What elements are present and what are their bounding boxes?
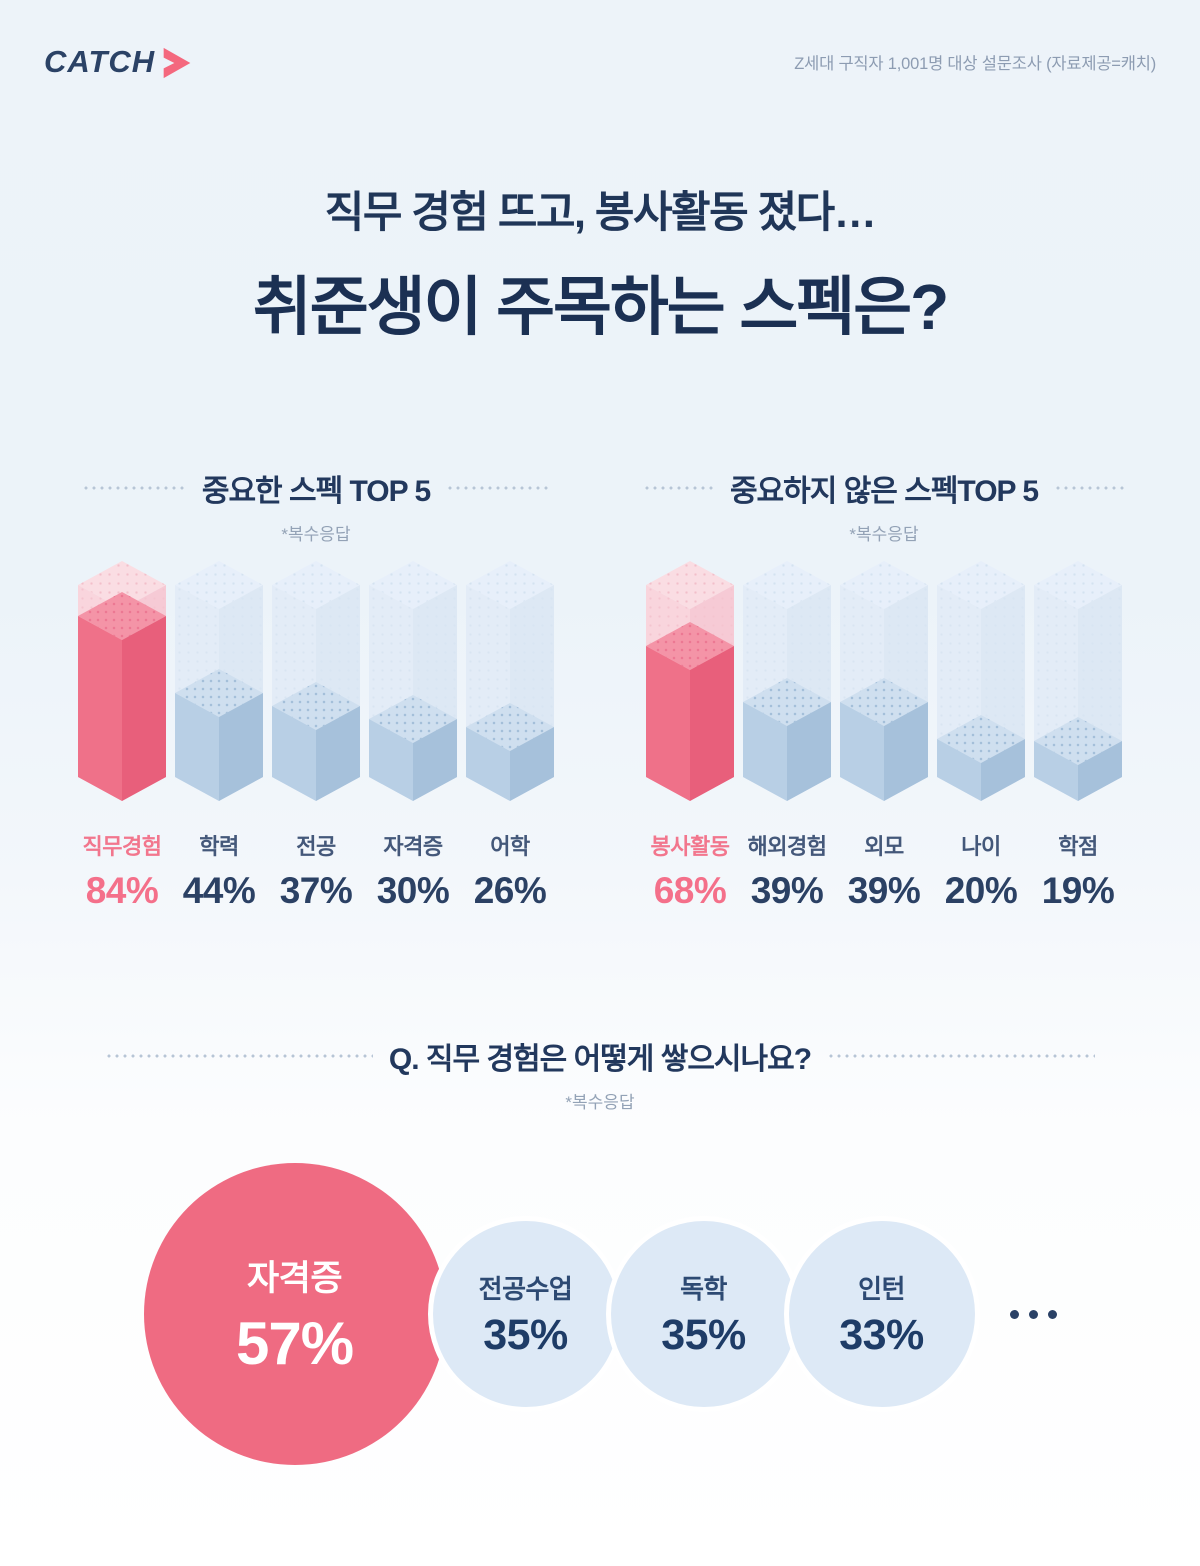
bubble-4: 인턴 33% xyxy=(783,1216,980,1412)
chart-unimportant-header: 중요하지 않은 스펙TOP 5 xyxy=(643,466,1125,510)
chart-unimportant-specs: 중요하지 않은 스펙TOP 5 *복수응답 봉사활동 68% 해외경험 39% 외모 39… xyxy=(643,466,1125,912)
dotted-divider xyxy=(827,1054,1096,1058)
bar-column: 어학 26% xyxy=(466,561,554,912)
bar-fill xyxy=(369,695,457,801)
catch-logo: CATCH xyxy=(44,44,193,80)
bar-label: 학점 xyxy=(1058,834,1098,859)
bubble-value: 33% xyxy=(839,1310,924,1359)
bar-column: 해외경험 39% xyxy=(743,561,831,912)
bar-fill xyxy=(175,669,263,801)
bar-area xyxy=(937,561,1025,801)
bar-fill xyxy=(78,592,166,801)
bar-label: 전공 xyxy=(296,834,336,859)
bar-value: 19% xyxy=(1041,870,1115,911)
bubble-label: 전공수업 xyxy=(478,1273,573,1304)
bar-label: 해외경험 xyxy=(747,834,827,859)
bar-fill xyxy=(1034,717,1122,801)
bubble-value: 35% xyxy=(661,1310,746,1359)
bar-value: 68% xyxy=(653,870,727,911)
bubble-label: 독학 xyxy=(680,1273,727,1304)
bar-column: 봉사활동 68% xyxy=(646,561,734,912)
bar-column: 직무경험 84% xyxy=(78,561,166,912)
bar-area xyxy=(743,561,831,801)
bar-column: 나이 20% xyxy=(937,561,1025,912)
bar-value: 37% xyxy=(279,870,353,911)
multi-answer-note: *복수응답 xyxy=(281,525,351,544)
bar-fill xyxy=(466,703,554,801)
bubble-label: 자격증 xyxy=(246,1259,343,1298)
chart-important-title: 중요한 스펙 TOP 5 xyxy=(201,475,431,508)
multi-answer-note: *복수응답 xyxy=(565,1093,635,1112)
bar-label: 외모 xyxy=(864,834,904,859)
bar-area xyxy=(369,561,457,801)
survey-caption: Z세대 구직자 1,001명 대상 설문조사 (자료제공=캐치) xyxy=(794,55,1156,73)
bar-value: 39% xyxy=(847,870,921,911)
bar-area xyxy=(1034,561,1122,801)
bar-area xyxy=(78,561,166,801)
bar-label: 나이 xyxy=(961,834,1001,859)
page-title: 취준생이 주목하는 스펙은? xyxy=(252,271,949,343)
dotted-divider xyxy=(1054,486,1125,490)
prism-side-faces xyxy=(646,646,734,801)
question-header: Q. 직무 경험은 어떻게 쌓으시나요? xyxy=(0,1034,1200,1078)
bar-column: 외모 39% xyxy=(840,561,928,912)
bar-column: 자격증 30% xyxy=(369,561,457,912)
more-categories-ellipsis xyxy=(1009,1309,1057,1319)
bar-area xyxy=(175,561,263,801)
bubble-label: 인턴 xyxy=(858,1273,905,1304)
bar-value: 44% xyxy=(182,870,256,911)
bar-fill xyxy=(272,682,360,801)
chart-important-specs: 중요한 스펙 TOP 5 *복수응답 직무경험 84% 학력 44% 전공 37% 자격증 3… xyxy=(75,466,557,912)
bar-label: 어학 xyxy=(490,834,530,859)
bubble-value: 35% xyxy=(483,1310,568,1359)
bar-charts-row: 중요한 스펙 TOP 5 *복수응답 직무경험 84% 학력 44% 전공 37% 자격증 3… xyxy=(0,466,1200,912)
bar-column: 학력 44% xyxy=(175,561,263,912)
ellipsis-dot xyxy=(1047,1309,1057,1319)
dotted-divider xyxy=(81,486,186,490)
bubble-3: 독학 35% xyxy=(605,1216,802,1412)
bar-label: 봉사활동 xyxy=(650,834,730,859)
bubble-1: 자격증 57% xyxy=(143,1163,446,1465)
bar-column: 학점 19% xyxy=(1034,561,1122,912)
catch-logo-arrow-icon xyxy=(163,47,191,79)
bar-value: 39% xyxy=(750,870,824,911)
title-block: 직무 경험 뜨고, 봉사활동 졌다… 취준생이 주목하는 스펙은? xyxy=(0,178,1200,348)
dotted-divider xyxy=(643,486,714,490)
bar-area xyxy=(646,561,734,801)
bar-label: 학력 xyxy=(199,834,239,859)
chart-unimportant-title: 중요하지 않은 스펙TOP 5 xyxy=(729,475,1039,508)
bubble-chart: 자격증 57% 전공수업 35% 독학 35% 인턴 33% xyxy=(0,1159,1200,1469)
page-subtitle: 직무 경험 뜨고, 봉사활동 졌다… xyxy=(324,189,877,237)
dotted-divider xyxy=(104,1054,373,1058)
question-title: Q. 직무 경험은 어떻게 쌓으시나요? xyxy=(388,1043,812,1076)
bar-fill xyxy=(840,678,928,801)
bar-value: 30% xyxy=(376,870,450,911)
chart-important-header: 중요한 스펙 TOP 5 xyxy=(75,466,557,510)
bar-fill xyxy=(743,678,831,801)
bubble-2: 전공수업 35% xyxy=(427,1216,624,1412)
bar-label: 자격증 xyxy=(383,834,443,859)
top-bar: CATCH Z세대 구직자 1,001명 대상 설문조사 (자료제공=캐치) xyxy=(0,0,1200,80)
bar-value: 26% xyxy=(473,870,547,911)
prism-side-faces xyxy=(78,616,166,801)
bars-important: 직무경험 84% 학력 44% 전공 37% 자격증 30% 어학 26% xyxy=(75,561,557,912)
ellipsis-dot xyxy=(1009,1309,1019,1319)
bar-fill xyxy=(937,715,1025,801)
catch-logo-text: CATCH xyxy=(44,44,156,79)
bars-unimportant: 봉사활동 68% 해외경험 39% 외모 39% 나이 20% 학점 19% xyxy=(643,561,1125,912)
bar-value: 20% xyxy=(944,870,1018,911)
bar-fill xyxy=(646,622,734,801)
bar-label: 직무경험 xyxy=(82,834,162,859)
bar-area xyxy=(466,561,554,801)
bar-area xyxy=(840,561,928,801)
multi-answer-note: *복수응답 xyxy=(849,525,919,544)
bar-column: 전공 37% xyxy=(272,561,360,912)
question-section: Q. 직무 경험은 어떻게 쌓으시나요? *복수응답 자격증 57% 전공수업 35%… xyxy=(0,1034,1200,1469)
bubble-value: 57% xyxy=(235,1310,354,1377)
bar-area xyxy=(272,561,360,801)
dotted-divider xyxy=(446,486,551,490)
bar-value: 84% xyxy=(85,870,159,911)
ellipsis-dot xyxy=(1028,1309,1038,1319)
